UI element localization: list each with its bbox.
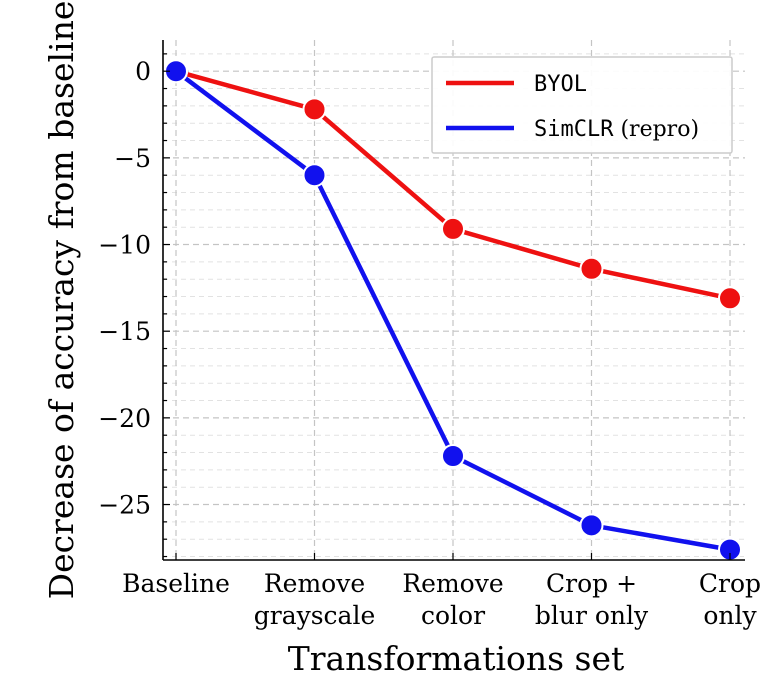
legend-label: BYOL (534, 72, 587, 97)
x-tick-label: Crop only (699, 569, 761, 630)
x-tick-label-line: Crop + (546, 569, 637, 598)
x-tick-label: Crop + blur only (535, 569, 649, 630)
x-tick-label-line: Remove (264, 569, 365, 598)
x-tick-label: Remove grayscale (254, 569, 376, 630)
x-tick-label-line: Remove (402, 569, 503, 598)
data-point-byol (441, 216, 465, 241)
x-tick-label-line: grayscale (254, 601, 376, 630)
y-tick-label: −5 (114, 144, 151, 173)
y-tick-label: −20 (98, 404, 151, 433)
data-point-simclr (441, 444, 465, 468)
data-point-byol (718, 286, 742, 311)
y-tick-label: 0 (135, 57, 151, 86)
data-point-simclr (579, 513, 604, 538)
x-axis-title: Transformations set (288, 639, 625, 678)
x-tick-label: Remove color (402, 569, 503, 630)
x-tick-label: Baseline (122, 569, 230, 598)
axes (162, 40, 745, 561)
x-tick-label-line: Baseline (122, 569, 230, 598)
legend: BYOL SimCLR (repro) (431, 56, 733, 154)
x-tick-label-line: blur only (535, 601, 649, 630)
data-point-byol (302, 97, 327, 122)
y-tick-label: −25 (98, 491, 151, 520)
y-axis-title: Decrease of accuracy from baseline (42, 1, 81, 600)
data-point-simclr (302, 163, 327, 188)
x-tick-label-line: only (703, 601, 757, 630)
y-tick-label: −10 (98, 231, 151, 260)
data-point-byol (579, 256, 604, 281)
legend-series-name: SimCLR (534, 117, 614, 142)
x-tick-label-line: Crop (699, 569, 761, 598)
legend-series-suffix: (repro) (613, 117, 699, 142)
legend-series-name: BYOL (534, 72, 587, 97)
series-points (164, 59, 742, 562)
y-tick-label: −15 (98, 317, 151, 346)
legend-label: SimCLR (repro) (534, 117, 699, 142)
x-tick-label-line: color (421, 601, 485, 630)
